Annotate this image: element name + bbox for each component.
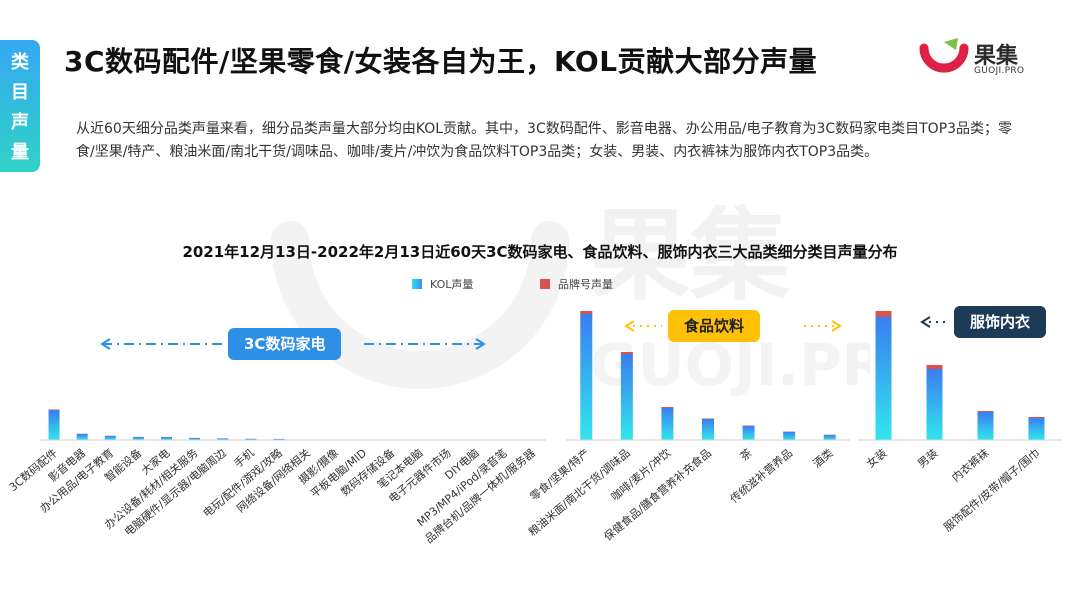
legend-swatch-brand — [540, 279, 550, 289]
arrow-head — [920, 316, 931, 328]
bar-brand — [977, 411, 994, 412]
bar-kol — [742, 426, 755, 440]
side-tab-char: 类 — [11, 52, 29, 73]
side-tab-char: 声 — [11, 112, 29, 133]
bar-kol — [1028, 418, 1045, 440]
bar-kol — [620, 354, 633, 440]
logo-name: 果集 — [974, 44, 1019, 69]
arrow-head — [831, 320, 842, 332]
bar-kol — [661, 408, 674, 440]
legend-kol: KOL声量 — [412, 276, 473, 292]
arrow-head — [100, 338, 111, 350]
tick-label: 传统滋补营养品 — [727, 446, 795, 506]
bar-kol — [245, 438, 257, 440]
bar-kol — [783, 432, 796, 440]
side-tab-char: 目 — [11, 82, 29, 103]
group-arrows — [100, 316, 948, 350]
bar-brand — [620, 352, 633, 354]
watermark-icon — [271, 221, 569, 389]
intro-paragraph: 从近60天细分品类声量来看，细分品类声量大部分均由KOL贡献。其中，3C数码配件… — [76, 121, 1013, 160]
legend-label-brand: 品牌号声量 — [558, 278, 613, 291]
bar-kol — [189, 438, 201, 440]
bar-brand — [926, 365, 943, 369]
bar-brand — [702, 418, 714, 419]
bar-kol — [217, 438, 229, 440]
bar-brand — [1028, 417, 1045, 418]
logo-icon — [919, 38, 969, 73]
legend-label-kol: KOL声量 — [430, 278, 474, 291]
side-tab-char: 量 — [11, 142, 29, 163]
tick-label: 茶 — [738, 446, 755, 463]
arrow-head — [475, 338, 486, 350]
bar-kol — [132, 437, 144, 440]
bar-kol — [161, 437, 172, 440]
bar-brand — [875, 311, 892, 317]
bar-kol — [104, 436, 116, 440]
bar-brand — [580, 311, 593, 314]
chart-title: 2021年12月13日-2022年2月13日近60天3C数码家电、食品饮料、服饰… — [182, 243, 898, 261]
bar-brand — [742, 425, 755, 426]
tick-label: 女装 — [864, 446, 890, 471]
bar-kol — [926, 369, 943, 440]
legend-brand: 品牌号声量 — [540, 276, 613, 292]
tick-label: 酒类 — [810, 446, 836, 471]
watermark-name: 果集 — [590, 197, 790, 314]
watermark: 果集 GUOJI.PRO — [260, 180, 936, 440]
bar-kol — [823, 435, 836, 440]
arrow-head — [624, 320, 635, 332]
bar-kol — [977, 412, 994, 440]
group-label-3c: 3C数码家电 — [228, 328, 342, 360]
bar-kol — [76, 434, 88, 440]
logo-sub: GUOJI.PRO — [974, 66, 1025, 76]
bar-kol — [580, 314, 593, 440]
tick-label: 内衣裤袜 — [949, 446, 992, 485]
brand-logo: 果集 GUOJI.PRO — [918, 36, 1048, 82]
bar-kol — [875, 317, 892, 440]
bar-brand — [661, 407, 674, 408]
side-tab: 类 目 声 量 — [0, 40, 40, 172]
legend-swatch-kol — [412, 279, 422, 289]
bar-kol — [48, 410, 60, 440]
tick-label: 男装 — [915, 446, 940, 470]
bar-kol — [702, 419, 714, 440]
group-label-food: 食品饮料 — [668, 310, 761, 342]
bar-brand — [48, 409, 60, 410]
group-label-apparel: 服饰内衣 — [954, 306, 1047, 338]
tick-label: 服饰配件/皮带/帽子/围巾 — [941, 446, 1043, 535]
page-title: 3C数码配件/坚果零食/女装各自为王，KOL贡献大部分声量 — [64, 45, 818, 78]
